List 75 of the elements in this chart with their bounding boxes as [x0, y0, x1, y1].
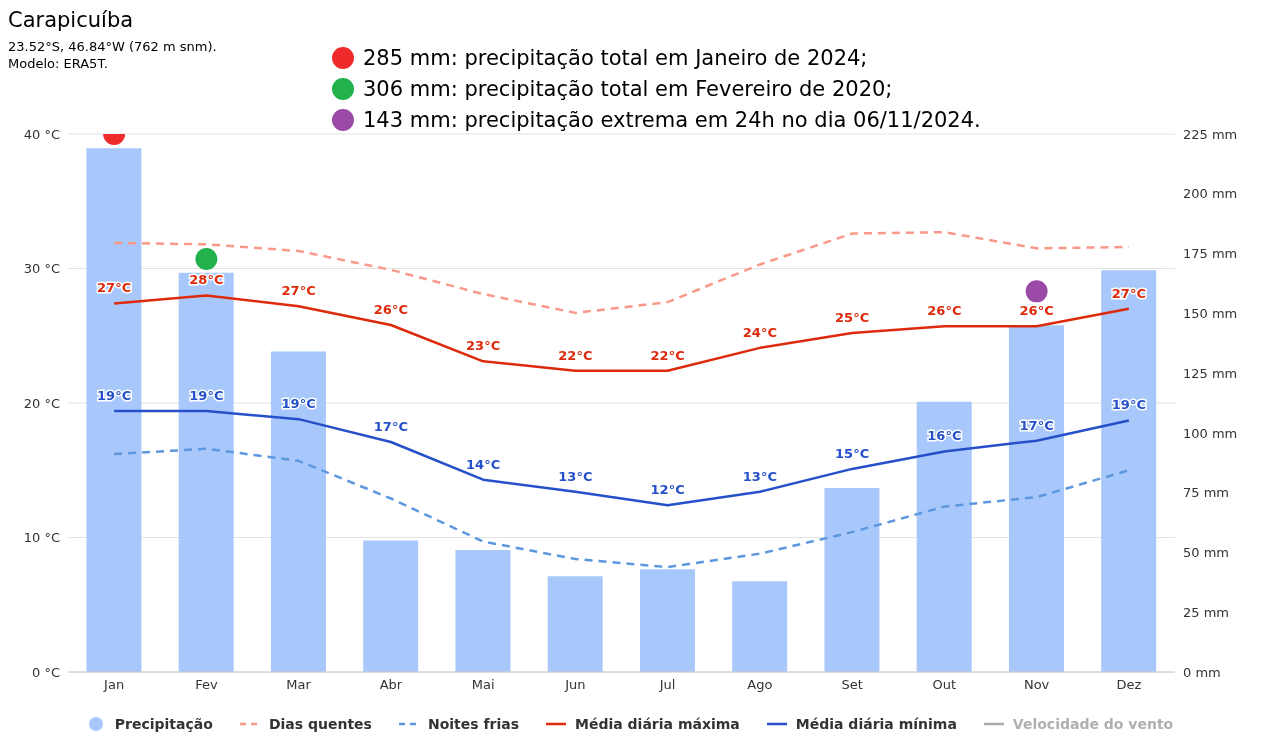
- x-tick-label: Jun: [564, 677, 586, 693]
- y-tick-label: 0 °C: [32, 664, 60, 680]
- data-label: 12°C: [650, 482, 685, 498]
- y2-tick-label: 150 mm: [1183, 305, 1238, 321]
- x-tick-label: Abr: [379, 677, 403, 693]
- x-tick-label: Set: [841, 677, 863, 693]
- data-label: 19°C: [281, 396, 316, 412]
- bar: [178, 272, 234, 672]
- bar: [732, 581, 788, 672]
- x-tick-label: Mai: [471, 677, 495, 693]
- legend-label: Média diária máxima: [575, 716, 740, 732]
- data-label: 17°C: [373, 419, 408, 435]
- x-tick-label: Nov: [1023, 677, 1050, 693]
- x-tick-label: Ago: [747, 677, 773, 693]
- x-tick-label: Jan: [103, 677, 125, 693]
- data-label: 13°C: [742, 468, 777, 484]
- y-tick-label: 40 °C: [23, 126, 60, 142]
- bar: [86, 148, 142, 672]
- bar: [1008, 325, 1064, 672]
- bar: [455, 550, 511, 672]
- data-label: 25°C: [835, 310, 870, 326]
- line-series: [112, 409, 1131, 507]
- y-tick-label: 30 °C: [23, 261, 60, 277]
- data-label: 26°C: [927, 303, 962, 319]
- data-label: 15°C: [835, 445, 870, 461]
- data-label: 17°C: [1019, 417, 1054, 433]
- data-label: 19°C: [189, 388, 224, 404]
- y2-tick-label: 175 mm: [1183, 246, 1238, 262]
- y2-tick-label: 200 mm: [1183, 186, 1238, 202]
- y-tick-label: 10 °C: [23, 530, 60, 546]
- y2-tick-label: 125 mm: [1183, 365, 1238, 381]
- y2-tick-label: 225 mm: [1183, 126, 1238, 142]
- data-label: 26°C: [1019, 303, 1054, 319]
- data-label: 19°C: [1111, 397, 1146, 413]
- legend-label: Velocidade do vento: [1012, 716, 1174, 732]
- chart-title: Carapicuíba: [8, 8, 134, 32]
- data-label: 27°C: [1111, 285, 1146, 301]
- data-label: 27°C: [97, 280, 132, 296]
- x-tick-label: Out: [932, 677, 957, 693]
- text: 285 mm: precipitação total em Janeiro de 2024;: [363, 45, 868, 70]
- data-label: 16°C: [927, 428, 962, 444]
- y2-tick-label: 100 mm: [1183, 425, 1238, 441]
- data-label: 19°C: [97, 388, 132, 404]
- y2-tick-label: 0 mm: [1183, 664, 1221, 680]
- chart-subtitle: 23.52°S, 46.84°W (762 m snm). Modelo: ERA5T.: [8, 38, 217, 72]
- data-label: 24°C: [742, 324, 777, 340]
- data-label: 14°C: [466, 456, 501, 472]
- data-label: 23°C: [466, 338, 501, 354]
- bar: [547, 576, 603, 672]
- data-label: 27°C: [281, 283, 316, 299]
- y2-tick-label: 25 mm: [1183, 604, 1230, 620]
- text: 306 mm: precipitação total em Fevereiro de 2020;: [363, 76, 893, 101]
- data-label: 26°C: [373, 301, 408, 317]
- data-label: 22°C: [558, 347, 593, 363]
- bar: [639, 569, 695, 672]
- text: 143 mm: precipitação extrema em 24h no dia 06/11/2024.: [363, 107, 981, 132]
- data-label: 22°C: [650, 347, 685, 363]
- data-label: 13°C: [558, 468, 593, 484]
- x-tick-label: Dez: [1116, 677, 1142, 693]
- legend-label: Dias quentes: [268, 716, 372, 732]
- data-label: 28°C: [189, 272, 224, 288]
- x-tick-label: Jul: [658, 677, 676, 693]
- y-tick-label: 20 °C: [23, 395, 60, 411]
- y2-tick-label: 75 mm: [1183, 485, 1230, 501]
- bar: [916, 401, 972, 672]
- legend-label: Média diária mínima: [795, 716, 957, 732]
- y2-tick-label: 50 mm: [1183, 545, 1230, 561]
- x-tick-label: Mar: [286, 677, 312, 693]
- legend-label: Precipitação: [114, 716, 213, 732]
- bar: [824, 487, 880, 672]
- bar: [270, 351, 326, 672]
- x-tick-label: Fev: [195, 677, 218, 693]
- bar: [1101, 270, 1157, 672]
- legend-label: Noites frias: [427, 716, 520, 732]
- bar: [363, 540, 419, 672]
